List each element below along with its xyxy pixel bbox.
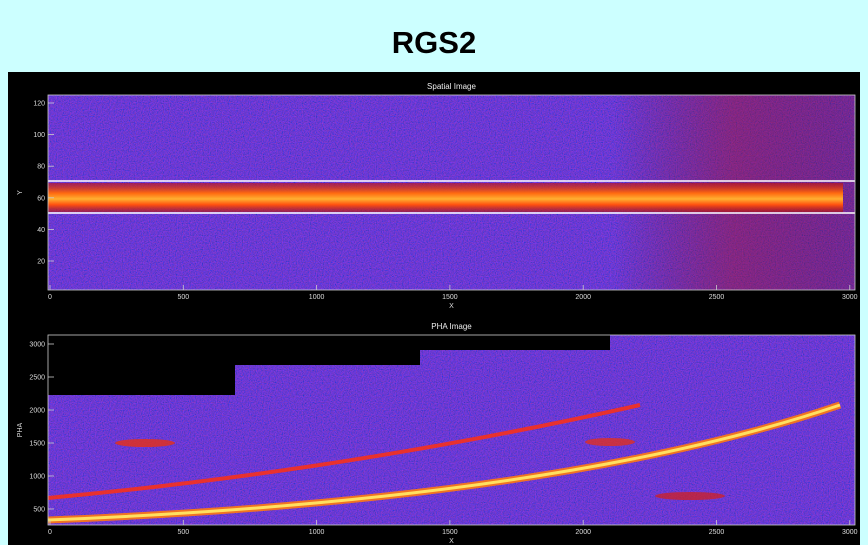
y-tick-label: 1500 (29, 441, 45, 448)
y-tick-label: 60 (37, 195, 45, 202)
x-tick-label: 2000 (575, 294, 591, 301)
x-tick-label: 1000 (309, 529, 325, 536)
x-axis-label: X (449, 303, 454, 310)
y-tick-label: 500 (33, 507, 45, 514)
x-tick-label: 3000 (842, 294, 858, 301)
y-tick-label: 80 (37, 164, 45, 171)
x-tick-label: 500 (177, 294, 189, 301)
y-tick-label: 2500 (29, 375, 45, 382)
pha-second-order (47, 403, 641, 500)
y-tick-label: 20 (37, 259, 45, 266)
pha-blob (585, 438, 635, 446)
panel-title: PHA Image (431, 322, 472, 331)
x-tick-label: 0 (48, 294, 52, 301)
x-tick-label: 2500 (709, 294, 725, 301)
y-tick-label: 2000 (29, 408, 45, 415)
x-tick-label: 2500 (709, 529, 725, 536)
y-tick-label: 40 (37, 227, 45, 234)
y-tick-label: 100 (33, 132, 45, 139)
x-tick-label: 1500 (442, 294, 458, 301)
x-tick-label: 1500 (442, 529, 458, 536)
panel-title: Spatial Image (427, 82, 476, 91)
x-tick-label: 2000 (575, 529, 591, 536)
x-tick-label: 3000 (842, 529, 858, 536)
spatial-source-band (48, 183, 843, 212)
x-axis-label: X (449, 538, 454, 545)
slide-title: RGS2 (392, 25, 476, 60)
pha-blob (115, 439, 175, 447)
pha-first-order (47, 403, 841, 522)
y-tick-label: 1000 (29, 474, 45, 481)
x-tick-label: 0 (48, 529, 52, 536)
x-tick-label: 1000 (309, 294, 325, 301)
y-axis-label: PHA (17, 422, 24, 437)
spatial-axes (47, 94, 856, 291)
pha-axes (47, 334, 856, 526)
y-tick-label: 3000 (29, 342, 45, 349)
pha-empty-region (48, 335, 610, 395)
x-tick-label: 500 (177, 529, 189, 536)
pha-blob (655, 492, 725, 500)
y-axis-label: Y (17, 190, 24, 195)
y-tick-label: 120 (33, 101, 45, 108)
